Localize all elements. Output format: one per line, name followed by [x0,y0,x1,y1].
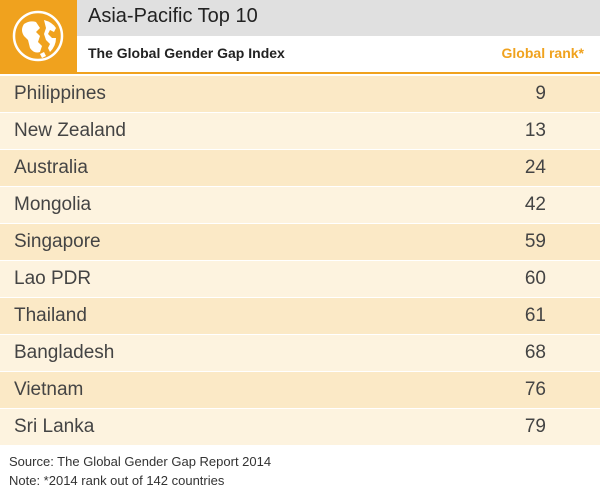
global-rank-value: 68 [524,342,546,363]
table-row: Sri Lanka 79 [0,409,600,446]
global-rank-value: 9 [535,83,546,104]
globe-badge [0,0,77,74]
country-label: Bangladesh [14,342,115,363]
table-row: Philippines 9 [0,76,600,113]
table-row: Bangladesh 68 [0,335,600,372]
country-label: Thailand [14,305,87,326]
table-row: Australia 24 [0,150,600,187]
country-label: Lao PDR [14,268,92,289]
source-note: Source: The Global Gender Gap Report 201… [9,454,272,469]
country-label: Singapore [14,231,101,252]
globe-icon [12,10,64,62]
rank-column-header: Global rank* [501,45,584,61]
global-rank-value: 79 [524,416,546,437]
table-row: Singapore 59 [0,224,600,261]
global-rank-value: 59 [524,231,546,252]
country-label: Philippines [14,83,106,104]
ranking-table-body: Philippines 9 New Zealand 13 Australia 24 Mong… [0,76,600,446]
table-row: Lao PDR 60 [0,261,600,298]
global-rank-value: 76 [524,379,546,400]
chart-title: Asia-Pacific Top 10 [88,5,258,27]
table-row: Thailand 61 [0,298,600,335]
table-row: Vietnam 76 [0,372,600,409]
global-rank-value: 60 [524,268,546,289]
country-label: Australia [14,157,88,178]
chart-subtitle: The Global Gender Gap Index [88,45,285,61]
global-rank-value: 42 [524,194,546,215]
country-label: Mongolia [14,194,92,215]
table-row: New Zealand 13 [0,113,600,150]
footer-notes: Source: The Global Gender Gap Report 201… [9,452,271,490]
country-label: New Zealand [14,120,126,141]
header-divider [77,72,600,74]
country-label: Vietnam [14,379,84,400]
title-band [77,0,600,36]
global-rank-value: 61 [524,305,546,326]
table-header: Asia-Pacific Top 10 The Global Gender Ga… [0,0,600,74]
country-label: Sri Lanka [14,416,95,437]
global-rank-value: 24 [524,157,546,178]
global-rank-value: 13 [524,120,546,141]
table-row: Mongolia 42 [0,187,600,224]
rank-note: Note: *2014 rank out of 142 countries [9,473,225,488]
